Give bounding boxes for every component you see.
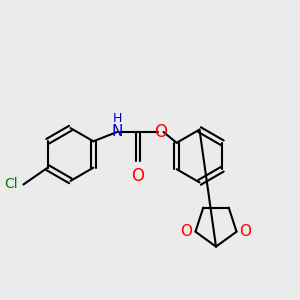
Text: O: O (154, 123, 167, 141)
Text: N: N (111, 124, 123, 140)
Text: O: O (181, 224, 193, 239)
Text: H: H (112, 112, 122, 124)
Text: Cl: Cl (4, 178, 18, 191)
Text: O: O (131, 167, 145, 185)
Text: O: O (239, 224, 251, 239)
